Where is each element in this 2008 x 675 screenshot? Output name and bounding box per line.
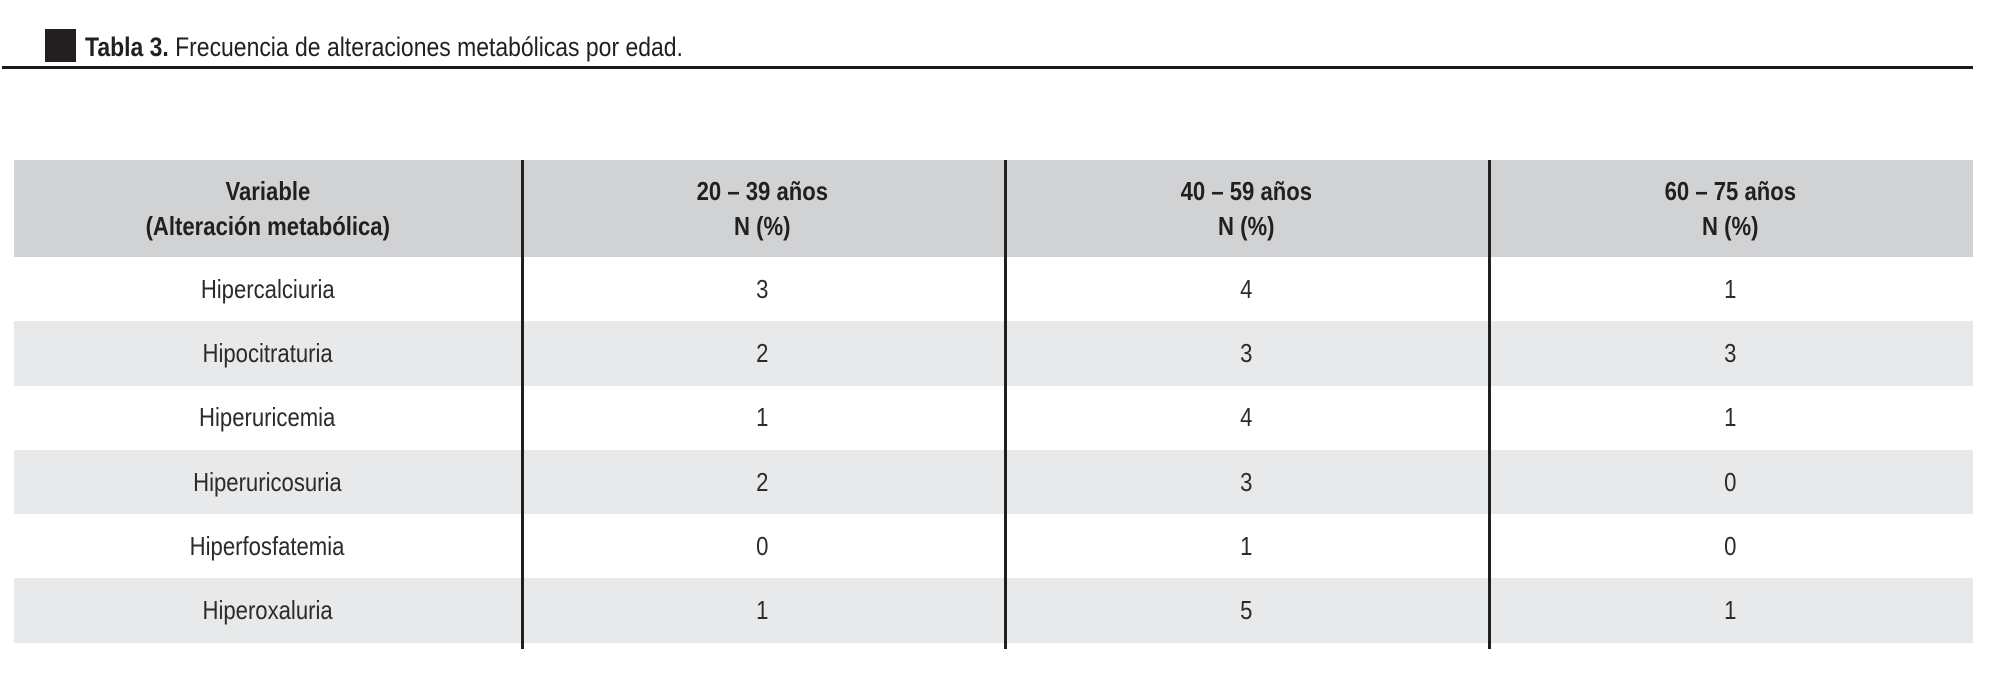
- value-60-75: 1: [1724, 402, 1737, 433]
- header-20-39-line2: N (%): [734, 210, 791, 241]
- table-caption-text: Tabla 3. Frecuencia de alteraciones meta…: [85, 30, 683, 64]
- variable-label: Hipercalciuria: [200, 273, 335, 304]
- header-60-75-line2: N (%): [1702, 210, 1759, 241]
- variable-cell: Hiperuricemia: [14, 386, 521, 450]
- value-20-39: 0: [756, 530, 769, 561]
- value-cell-20-39: 2: [521, 321, 1004, 385]
- table-row: Hiperuricosuria 2 3 0: [14, 449, 1973, 515]
- value-40-59: 5: [1239, 595, 1253, 626]
- value-cell-20-39: 2: [521, 450, 1004, 514]
- value-cell-40-59: 1: [1004, 514, 1488, 578]
- table-header-row: Variable (Alteración metabólica) 20 – 39…: [14, 160, 1973, 257]
- table-row: Hipocitraturia 2 3 3: [14, 321, 1973, 386]
- header-20-39-line1: 20 – 39 años: [696, 175, 829, 206]
- caption-marker-square: [45, 29, 76, 62]
- value-20-39: 2: [756, 466, 769, 497]
- header-cell-20-39: 20 – 39 años N (%): [521, 160, 1004, 257]
- value-cell-60-75: 1: [1488, 578, 1973, 642]
- value-20-39: 1: [756, 402, 769, 433]
- variable-label: Hiperuricosuria: [193, 466, 342, 497]
- header-cell-40-59: 40 – 59 años N (%): [1004, 160, 1488, 257]
- value-cell-60-75: 3: [1488, 321, 1973, 385]
- value-60-75: 0: [1724, 466, 1737, 497]
- value-40-59: 1: [1239, 530, 1253, 561]
- caption-description: Frecuencia de alteraciones metabólicas p…: [168, 32, 683, 62]
- value-cell-40-59: 4: [1004, 257, 1488, 321]
- value-cell-20-39: 1: [521, 386, 1004, 450]
- variable-label: Hipocitraturia: [202, 337, 333, 368]
- value-cell-40-59: 3: [1004, 450, 1488, 514]
- header-variable-line2: (Alteración metabólica): [145, 210, 390, 241]
- value-cell-60-75: 0: [1488, 450, 1973, 514]
- header-cell-60-75: 60 – 75 años N (%): [1488, 160, 1973, 257]
- value-cell-60-75: 1: [1488, 257, 1973, 321]
- variable-cell: Hiperfosfatemia: [14, 514, 521, 578]
- column-divider: [1004, 160, 1007, 649]
- value-cell-40-59: 4: [1004, 386, 1488, 450]
- caption-label: Tabla 3.: [85, 32, 169, 62]
- value-cell-60-75: 0: [1488, 514, 1973, 578]
- column-divider: [521, 160, 524, 649]
- value-cell-40-59: 5: [1004, 578, 1488, 642]
- value-60-75: 1: [1724, 595, 1737, 626]
- header-cell-variable: Variable (Alteración metabólica): [14, 160, 521, 257]
- variable-cell: Hipocitraturia: [14, 321, 521, 385]
- value-cell-20-39: 0: [521, 514, 1004, 578]
- table-row: Hiperoxaluria 1 5 1: [14, 578, 1973, 643]
- caption-divider-rule: [2, 66, 1973, 69]
- value-cell-40-59: 3: [1004, 321, 1488, 385]
- value-60-75: 3: [1724, 337, 1737, 368]
- value-60-75: 0: [1724, 530, 1737, 561]
- metabolic-alterations-table: Variable (Alteración metabólica) 20 – 39…: [14, 160, 1973, 649]
- variable-cell: Hipercalciuria: [14, 257, 521, 321]
- value-20-39: 3: [756, 273, 769, 304]
- table-row: Hipercalciuria 3 4 1: [14, 257, 1973, 321]
- value-20-39: 2: [756, 337, 769, 368]
- table-row: Hiperfosfatemia 0 1 0: [14, 514, 1973, 578]
- column-divider: [1488, 160, 1491, 649]
- variable-label: Hiperoxaluria: [202, 595, 333, 626]
- value-40-59: 4: [1239, 402, 1253, 433]
- header-40-59-line2: N (%): [1217, 210, 1275, 241]
- variable-cell: Hiperoxaluria: [14, 578, 521, 642]
- table-caption: Tabla 3. Frecuencia de alteraciones meta…: [85, 30, 788, 64]
- value-20-39: 1: [756, 595, 769, 626]
- value-40-59: 3: [1239, 466, 1253, 497]
- variable-label: Hiperfosfatemia: [190, 530, 345, 561]
- table-row: Hiperuricemia 1 4 1: [14, 386, 1973, 450]
- header-variable-line1: Variable: [225, 175, 310, 206]
- header-60-75-line1: 60 – 75 años: [1664, 175, 1797, 206]
- variable-cell: Hiperuricosuria: [14, 450, 521, 514]
- value-cell-60-75: 1: [1488, 386, 1973, 450]
- value-cell-20-39: 3: [521, 257, 1004, 321]
- value-60-75: 1: [1724, 273, 1737, 304]
- variable-label: Hiperuricemia: [199, 402, 336, 433]
- value-cell-20-39: 1: [521, 578, 1004, 642]
- value-40-59: 3: [1239, 337, 1253, 368]
- header-40-59-line1: 40 – 59 años: [1180, 175, 1312, 206]
- value-40-59: 4: [1239, 273, 1253, 304]
